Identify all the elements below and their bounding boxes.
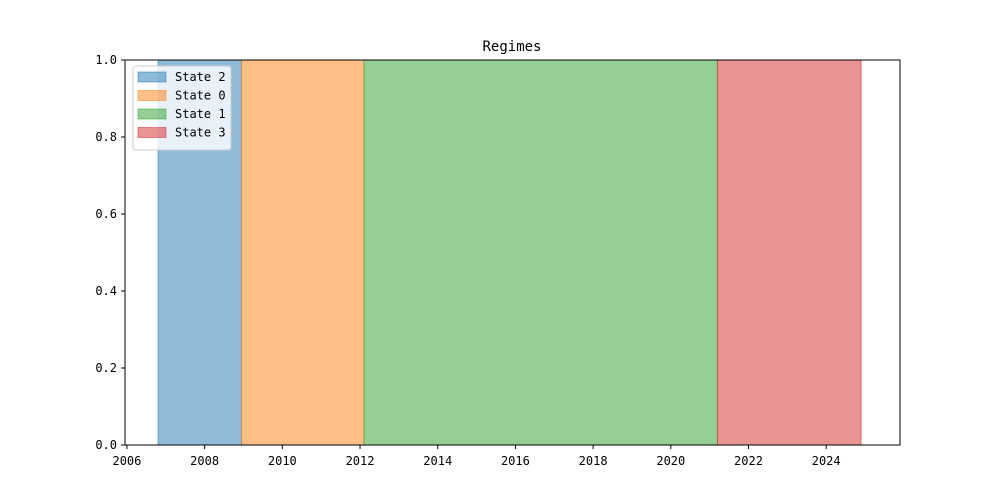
x-tick-label: 2016 [501, 454, 530, 468]
legend-swatch-state-2 [137, 71, 167, 83]
plot-frame [124, 59, 901, 446]
x-tick-label: 2014 [423, 454, 452, 468]
legend-swatch-state-3 [137, 127, 167, 138]
region-state-0 [241, 59, 365, 446]
x-axis-ticks: 2006 2008 2010 2012 2014 2016 2018 2020 2022 2024 [112, 445, 841, 468]
legend-swatch-state-1 [137, 108, 167, 120]
region-state-1 [363, 59, 718, 446]
y-tick-label: 1.0 [95, 53, 117, 67]
y-tick-label: 0.4 [95, 284, 117, 298]
y-tick-label: 0.6 [95, 207, 117, 221]
y-tick-label: 0.2 [95, 361, 117, 375]
x-tick-label: 2006 [112, 454, 141, 468]
x-tick-label: 2024 [812, 454, 841, 468]
x-tick-label: 2008 [190, 454, 219, 468]
x-tick-label: 2022 [734, 454, 763, 468]
legend-swatch-state-0 [137, 90, 167, 101]
region-state-3 [716, 59, 862, 446]
y-axis-ticks: 0.0 0.2 0.4 0.6 0.8 1.0 [95, 53, 125, 452]
x-tick-label: 2020 [656, 454, 685, 468]
legend-label-state-3: State 3 [175, 126, 226, 140]
legend-label-state-0: State 0 [175, 89, 226, 103]
x-tick-label: 2010 [268, 454, 297, 468]
legend-label-state-1: State 1 [175, 107, 226, 121]
y-tick-label: 0.0 [95, 438, 117, 452]
chart-title: Regimes [482, 39, 541, 55]
x-tick-label: 2018 [579, 454, 608, 468]
regime-regions [157, 59, 862, 446]
legend: State 2 State 0 State 1 State 3 [132, 65, 232, 151]
y-tick-label: 0.8 [95, 130, 117, 144]
x-tick-label: 2012 [346, 454, 375, 468]
legend-label-state-2: State 2 [175, 70, 226, 84]
